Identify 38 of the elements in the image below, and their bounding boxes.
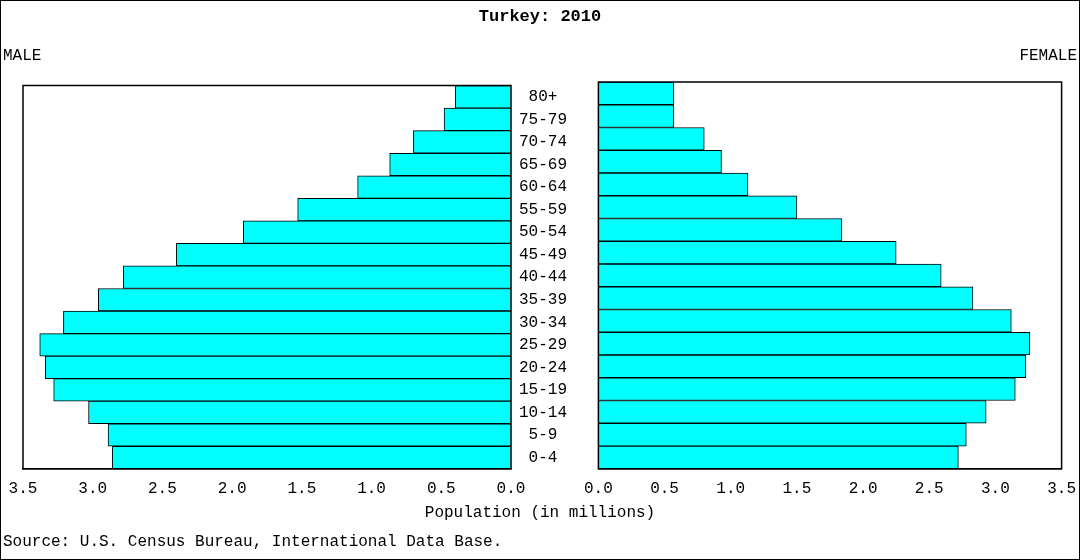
x-tick-label: 3.5 — [1047, 479, 1076, 498]
x-tick-label: 2.5 — [148, 479, 177, 498]
y-tick-label: 40-44 — [519, 268, 568, 287]
x-axis-title: Population (in millions) — [423, 504, 657, 522]
x-tick-label: 0.5 — [426, 479, 456, 498]
x-tick-label: 2.5 — [914, 479, 944, 498]
x-tick-label: 1.0 — [716, 479, 746, 498]
chart-subtitle: FEMALE — [1019, 47, 1077, 65]
y-tick-label: 70-74 — [519, 133, 568, 152]
y-tick-label: 55-59 — [519, 200, 568, 219]
y-tick-label: 15-19 — [519, 381, 568, 400]
source-note: Source: U.S. Census Bureau, International Data Base. — [3, 533, 503, 551]
y-tick-label: 50-54 — [519, 223, 568, 242]
y-tick-label: 35-39 — [519, 290, 568, 309]
y-tick-label: 0-4 — [528, 448, 558, 467]
x-tick-label: 0.0 — [584, 479, 613, 498]
y-tick-label: 25-29 — [519, 336, 568, 355]
x-tick-label: 1.0 — [357, 479, 386, 498]
x-tick-label: 2.0 — [217, 479, 247, 498]
x-tick-label: 3.5 — [8, 479, 38, 498]
y-tick-label: 45-49 — [519, 245, 568, 264]
x-tick-label: 3.0 — [78, 479, 108, 498]
y-tick-label: 80+ — [528, 88, 558, 107]
y-tick-label: 65-69 — [519, 155, 568, 174]
x-tick-label: 0.5 — [650, 479, 679, 498]
y-tick-label: 75-79 — [519, 110, 568, 129]
chart-subtitle: MALE — [3, 47, 42, 65]
x-tick-label: 0.0 — [496, 479, 526, 498]
x-tick-label: 1.5 — [287, 479, 317, 498]
y-tick-label: 10-14 — [519, 403, 568, 422]
x-tick-label: 1.5 — [782, 479, 812, 498]
x-tick-label: 3.0 — [981, 479, 1010, 498]
x-tick-label: 2.0 — [848, 479, 878, 498]
y-tick-label: 20-24 — [519, 358, 568, 377]
y-tick-label: 30-34 — [519, 313, 568, 332]
y-tick-label: 5-9 — [528, 426, 558, 445]
chart-title: Turkey: 2010 — [477, 7, 603, 26]
y-tick-label: 60-64 — [519, 178, 568, 197]
